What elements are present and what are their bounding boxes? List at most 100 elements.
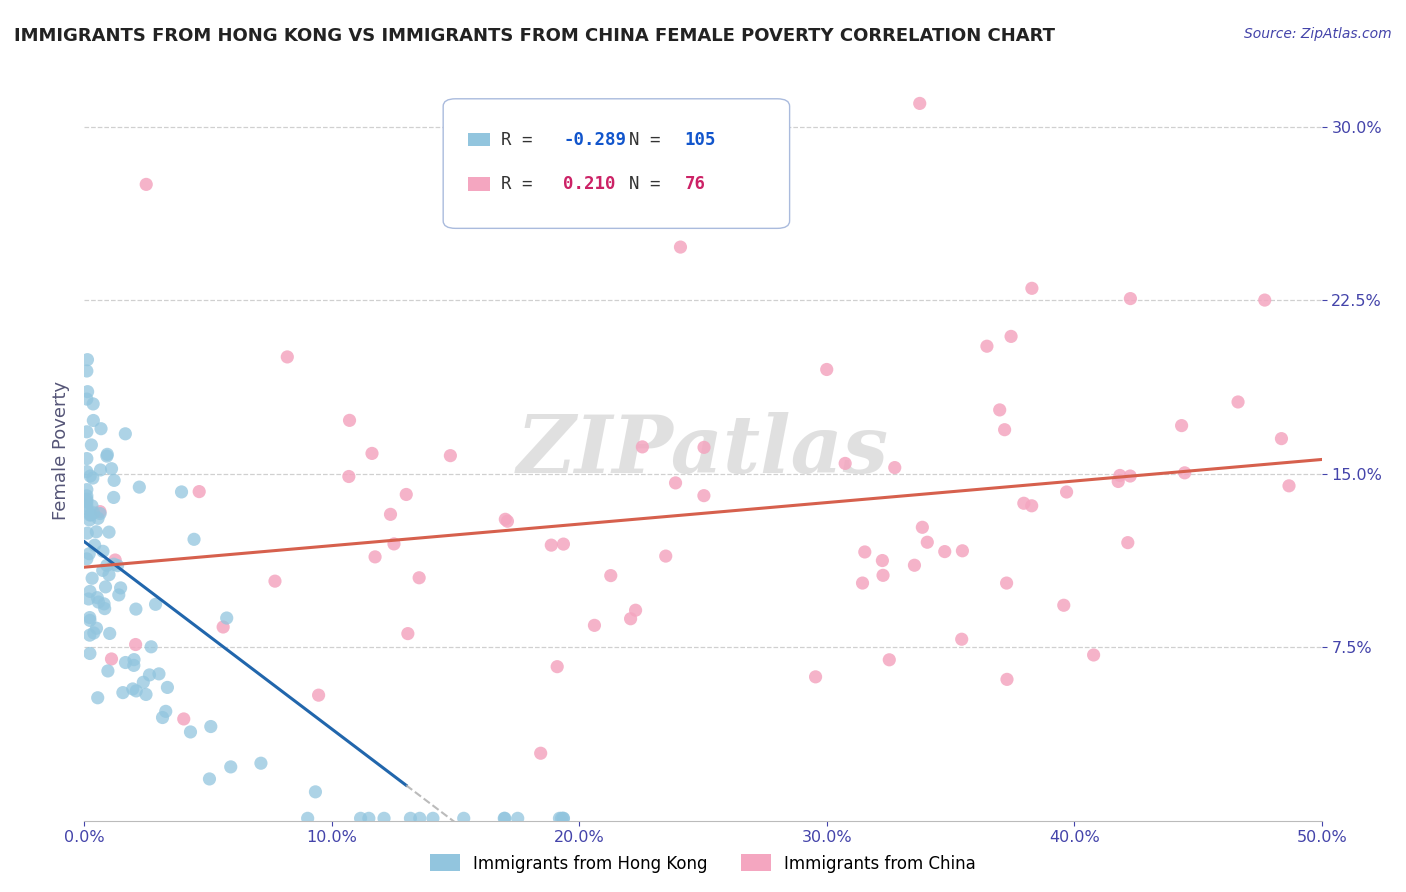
Point xyxy=(546,659,568,673)
Point xyxy=(308,688,330,702)
Text: R =: R = xyxy=(502,175,554,193)
Text: N =: N = xyxy=(628,175,682,193)
Point xyxy=(250,756,273,771)
Point xyxy=(135,178,157,192)
Point xyxy=(1021,499,1043,513)
Point xyxy=(79,628,101,642)
Point xyxy=(98,567,121,582)
Point xyxy=(439,449,461,463)
Point xyxy=(619,612,641,626)
Point xyxy=(669,240,692,254)
Point xyxy=(76,483,98,497)
Point xyxy=(264,574,287,589)
Point xyxy=(1270,432,1292,446)
Text: IMMIGRANTS FROM HONG KONG VS IMMIGRANTS FROM CHINA FEMALE POVERTY CORRELATION CH: IMMIGRANTS FROM HONG KONG VS IMMIGRANTS … xyxy=(14,27,1054,45)
Point xyxy=(198,772,221,786)
Point xyxy=(76,465,98,479)
Point xyxy=(148,666,170,681)
Point xyxy=(103,558,125,572)
Point xyxy=(76,364,98,378)
Point xyxy=(83,538,105,552)
Point xyxy=(86,621,108,635)
Point xyxy=(382,537,405,551)
Point xyxy=(553,537,575,551)
Point xyxy=(76,392,98,406)
Point xyxy=(1254,293,1277,307)
Point xyxy=(87,511,110,525)
Point xyxy=(156,681,179,695)
Point xyxy=(693,441,716,455)
Point xyxy=(506,811,529,825)
Point xyxy=(104,553,127,567)
Point xyxy=(188,484,211,499)
Point xyxy=(87,595,110,609)
Point xyxy=(494,811,516,825)
Point xyxy=(107,558,129,573)
Point xyxy=(952,543,974,558)
Point xyxy=(339,413,361,427)
Point xyxy=(834,457,856,471)
Point xyxy=(135,688,157,702)
Point xyxy=(82,397,104,411)
Point xyxy=(1119,292,1142,306)
Text: R =: R = xyxy=(502,130,543,148)
Text: 105: 105 xyxy=(685,130,716,148)
Point xyxy=(1012,496,1035,510)
Point xyxy=(79,469,101,483)
Point xyxy=(624,603,647,617)
Point xyxy=(988,403,1011,417)
Text: 0.210: 0.210 xyxy=(564,175,616,193)
Point xyxy=(908,96,931,111)
Point xyxy=(349,811,371,825)
Point xyxy=(994,423,1017,437)
Point xyxy=(82,413,104,427)
Point xyxy=(212,620,235,634)
Point xyxy=(297,811,319,825)
Point xyxy=(97,664,120,678)
Text: 76: 76 xyxy=(685,175,706,193)
Point xyxy=(79,513,101,527)
Point xyxy=(1083,648,1105,662)
Point xyxy=(124,638,146,652)
Point xyxy=(804,670,827,684)
Point xyxy=(453,811,475,825)
Point xyxy=(90,422,112,436)
Point xyxy=(76,494,98,508)
Point xyxy=(125,684,148,698)
Point xyxy=(89,463,111,477)
Text: Source: ZipAtlas.com: Source: ZipAtlas.com xyxy=(1244,27,1392,41)
Point xyxy=(76,552,98,566)
Point xyxy=(76,502,98,516)
Point xyxy=(114,656,136,670)
Point xyxy=(851,576,873,591)
Point xyxy=(110,581,132,595)
Point xyxy=(77,591,100,606)
Point xyxy=(380,508,402,522)
Point xyxy=(934,544,956,558)
Point xyxy=(107,588,129,602)
Point xyxy=(103,474,125,488)
FancyBboxPatch shape xyxy=(443,99,790,228)
Point xyxy=(125,602,148,616)
Point xyxy=(583,618,606,632)
Point xyxy=(111,685,134,699)
Point xyxy=(950,632,973,647)
Point xyxy=(83,626,105,640)
Point xyxy=(540,538,562,552)
Point xyxy=(82,571,104,585)
Point xyxy=(494,512,516,526)
Point xyxy=(79,647,101,661)
Point xyxy=(76,491,98,506)
Point xyxy=(364,549,387,564)
Point xyxy=(179,725,201,739)
Point xyxy=(122,652,145,666)
Point xyxy=(357,811,380,825)
Point xyxy=(530,746,553,760)
Point xyxy=(853,545,876,559)
Legend: Immigrants from Hong Kong, Immigrants from China: Immigrants from Hong Kong, Immigrants fr… xyxy=(423,847,983,880)
Point xyxy=(80,438,103,452)
Point xyxy=(396,626,419,640)
Point xyxy=(494,811,516,825)
Point xyxy=(1227,395,1250,409)
Point xyxy=(395,487,418,501)
